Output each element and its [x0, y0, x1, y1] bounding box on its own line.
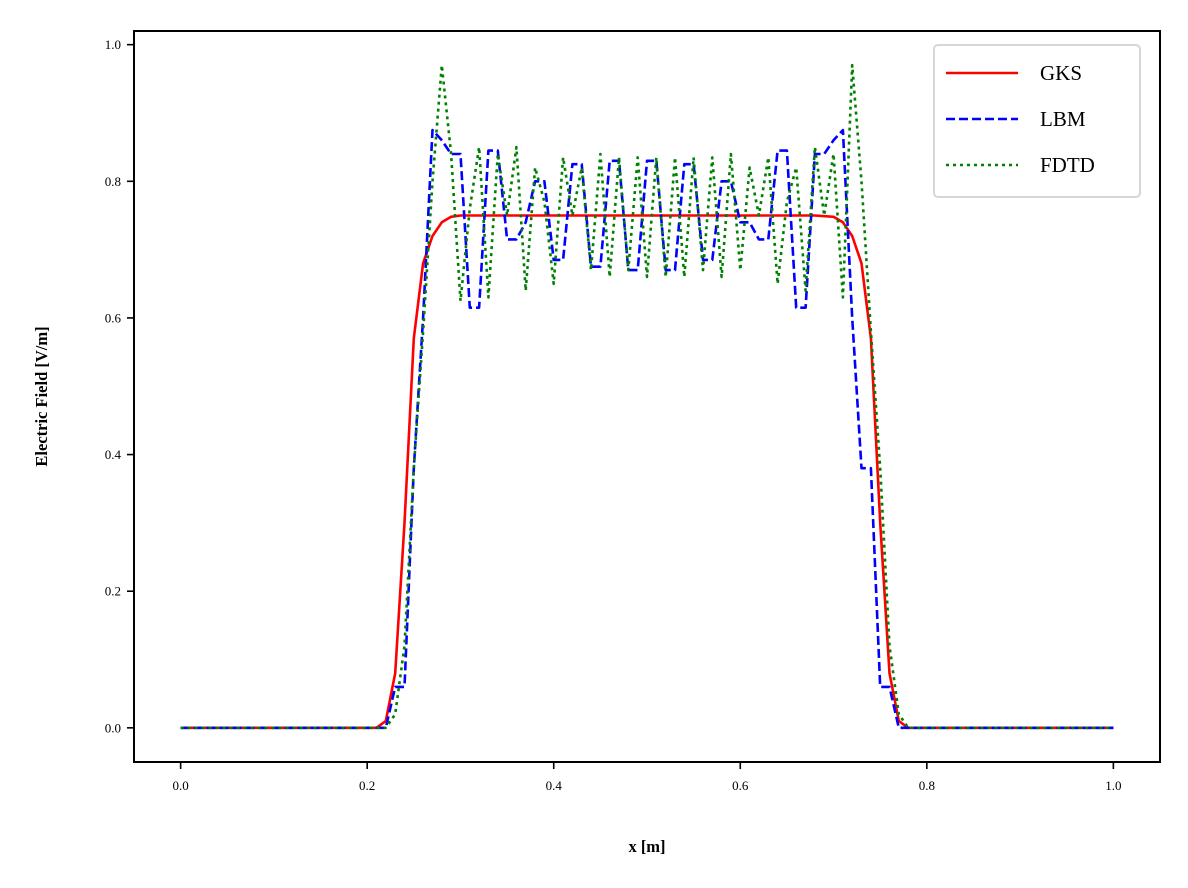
y-tick-label: 1.0 — [105, 37, 121, 52]
plot-frame — [133, 30, 1161, 763]
y-axis-label: Electric Field [V/m] — [32, 326, 51, 466]
legend-label-gks: GKS — [1040, 61, 1082, 85]
legend-label-fdtd: FDTD — [1040, 153, 1095, 177]
legend: GKS LBM FDTD — [933, 44, 1141, 198]
x-tick-label: 0.6 — [732, 778, 749, 793]
x-tick-label: 0.4 — [546, 778, 563, 793]
x-tick-label: 0.8 — [919, 778, 935, 793]
legend-label-lbm: LBM — [1040, 107, 1086, 131]
series-line-fdtd — [180, 63, 1114, 730]
legend-box — [933, 44, 1141, 198]
series-line-lbm — [180, 128, 1114, 730]
x-tick-label: 0.0 — [173, 778, 189, 793]
series-lines — [180, 63, 1114, 730]
y-tick-label: 0.6 — [105, 310, 122, 325]
y-tick-label: 0.0 — [105, 720, 121, 735]
x-axis-label: x [m] — [628, 837, 665, 856]
y-tick-label: 0.4 — [105, 447, 122, 462]
y-tick-label: 0.2 — [105, 584, 121, 599]
y-tick-label: 0.8 — [105, 174, 121, 189]
x-tick-label: 1.0 — [1105, 778, 1121, 793]
x-tick-label: 0.2 — [359, 778, 375, 793]
axis-ticks: 0.0 0.2 0.4 0.6 0.8 1.0 0.0 0.2 0.4 0.6 0.8 1.0 — [105, 37, 1122, 793]
series-line-gks — [180, 214, 1114, 730]
